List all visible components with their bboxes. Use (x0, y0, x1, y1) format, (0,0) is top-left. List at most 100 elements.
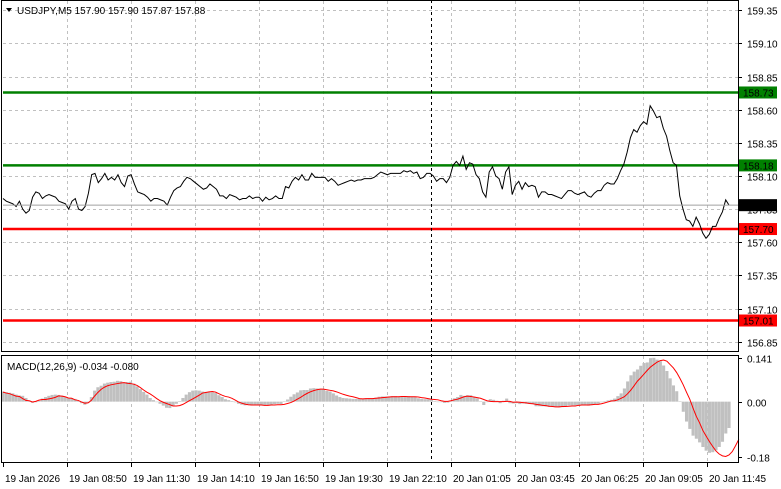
macd-histogram-bar (243, 401, 247, 406)
macd-histogram-bar (658, 361, 662, 402)
price-tick-label: 157.35 (747, 272, 778, 283)
time-tick-label: 19 Jan 14:10 (197, 474, 255, 485)
macd-histogram-bar (220, 397, 224, 402)
macd-histogram-bar (125, 382, 129, 402)
macd-histogram-bar (613, 398, 617, 402)
macd-histogram-bar (187, 392, 192, 402)
macd-histogram-bar (671, 385, 676, 402)
price-series (2, 104, 738, 240)
macd-histogram-bar (335, 395, 339, 402)
macd-histogram-bar (550, 401, 555, 407)
macd-histogram-bar (155, 401, 159, 403)
macd-histogram-bar (465, 395, 469, 402)
macd-histogram-bar (573, 401, 577, 406)
macd-tick-label: 0.141 (747, 355, 772, 366)
macd-histogram-bar (662, 365, 666, 402)
macd-histogram-bar (197, 390, 201, 402)
macd-histogram-bar (34, 401, 38, 403)
price-tick-label: 158.60 (747, 107, 778, 118)
macd-histogram-bar (40, 398, 44, 402)
macd-histogram-bar (354, 398, 358, 402)
macd-histogram-bar (423, 399, 427, 402)
macd-histogram-bar (433, 401, 437, 402)
macd-histogram-bar (1, 391, 5, 402)
price-line (2, 104, 730, 240)
macd-histogram-bar (165, 401, 169, 408)
macd-histogram-bar (132, 383, 136, 402)
macd-histogram-bar (318, 388, 322, 402)
macd-histogram-bar (286, 399, 290, 402)
macd-tick-label: -0.18 (747, 454, 770, 465)
macd-histogram-bar (315, 388, 319, 402)
macd-signal-line (2, 359, 740, 458)
price-tick-label: 159.35 (747, 7, 778, 18)
macd-histogram-bar (583, 401, 587, 406)
macd-histogram-bar (250, 401, 254, 406)
level-tag (739, 223, 777, 236)
macd-histogram-bar (420, 398, 424, 402)
macd-histogram-bar (652, 357, 656, 402)
macd-histogram-bar (508, 401, 512, 404)
level-tag-label: 158.73 (743, 88, 774, 99)
macd-histogram-bar (119, 381, 123, 402)
macd-histogram-bar (236, 401, 241, 404)
macd-histogram-bar (537, 401, 541, 407)
macd-histogram-bar (53, 394, 57, 402)
time-tick-label: 19 Jan 11:30 (133, 474, 191, 485)
macd-histogram-bar (256, 401, 260, 405)
macd-histogram-bar (295, 392, 299, 402)
macd-histogram-bar (272, 401, 277, 405)
dropdown-arrow-icon[interactable] (6, 8, 12, 12)
macd-histogram-bar (711, 401, 715, 453)
macd-histogram-bar (446, 401, 450, 403)
macd-histogram-bar (645, 362, 649, 402)
macd-histogram-bar (704, 401, 708, 451)
macd-histogram-bar (171, 401, 175, 407)
macd-histogram-bar (635, 369, 640, 402)
macd-histogram-bar (407, 396, 411, 402)
macd-histogram-bar (694, 401, 698, 439)
macd-histogram-bar (344, 398, 348, 402)
macd-histogram-bar (413, 396, 417, 402)
macd-histogram-bar (472, 396, 476, 402)
macd-histogram-bar (276, 401, 280, 404)
macd-histogram-bar (619, 393, 623, 402)
macd-histogram-bar (70, 398, 74, 402)
price-tick-label: 158.85 (747, 74, 778, 85)
current-price-label: 157.88 (743, 201, 774, 212)
macd-histogram-bar (151, 400, 156, 402)
macd-histogram-bar (727, 401, 731, 428)
macd-histogram-bar (200, 391, 205, 402)
macd-histogram-bar (639, 365, 643, 402)
macd-histogram-bar (580, 401, 584, 405)
macd-histogram-bar (462, 395, 466, 402)
time-tick-label: 19 Jan 16:50 (261, 474, 319, 485)
macd-histogram-bar (60, 395, 64, 402)
macd-histogram-bar (96, 387, 100, 402)
macd-histogram-bar (364, 398, 368, 402)
macd-histogram-bar (184, 394, 188, 402)
macd-histogram-bar (312, 388, 316, 402)
macd-histogram-bar (135, 386, 139, 402)
time-tick-label: 19 Jan 22:10 (389, 474, 447, 485)
macd-histogram-bar (678, 401, 682, 402)
macd-histogram-bar (599, 401, 604, 403)
macd-histogram-bar (488, 399, 492, 402)
macd-histogram-bar (174, 401, 178, 404)
macd-histogram-bar (292, 394, 296, 402)
macd-histogram-bar (377, 396, 381, 402)
macd-title: MACD(12,26,9) -0.034 -0.080 (7, 362, 139, 373)
macd-histogram-bar (554, 401, 558, 408)
level-tag-label: 158.18 (743, 161, 774, 172)
macd-histogram-bar (207, 391, 211, 402)
macd-histogram-bar (37, 400, 41, 402)
macd-histogram-bar (289, 396, 293, 402)
macd-histogram-bar (99, 385, 103, 402)
macd-histogram-bar (642, 363, 646, 402)
macd-histogram-bar (606, 400, 610, 402)
macd-histogram-bar (161, 401, 165, 406)
macd-histogram-bar (626, 381, 630, 402)
macd-histogram-bar (632, 371, 636, 402)
macd-panel-frame (1, 355, 739, 463)
